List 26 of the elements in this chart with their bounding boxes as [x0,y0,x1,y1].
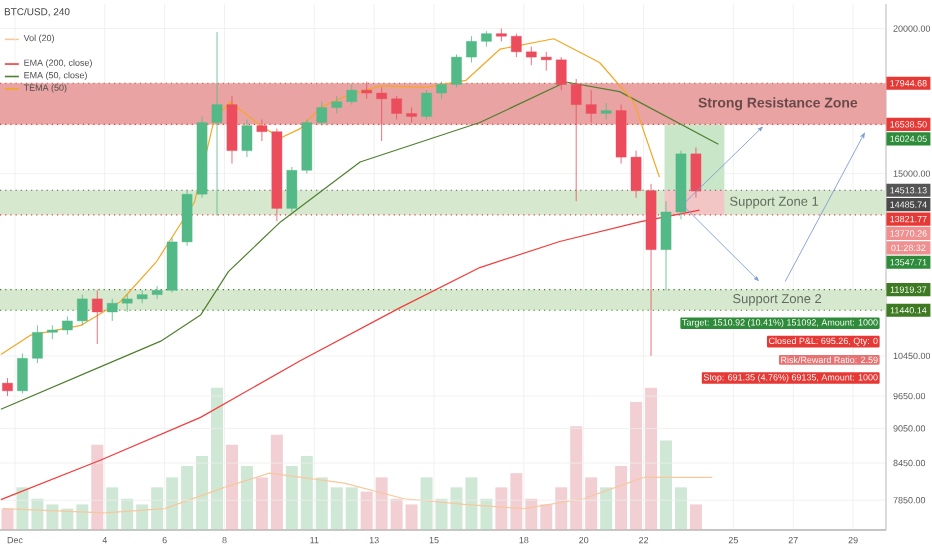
candlestick [241,119,253,158]
candlestick [47,325,58,340]
candlestick [346,84,357,106]
bar [689,504,702,530]
candlestick [62,316,73,336]
candlestick [406,107,417,123]
candlestick [690,147,702,199]
candlestick [17,353,28,394]
candlestick [511,33,522,58]
candlestick [32,325,43,364]
candlestick [376,86,387,142]
line-series [0,38,661,356]
candlestick [600,102,612,120]
candlestick [466,35,477,63]
candlestick [361,81,372,100]
candlestick [451,54,462,88]
bar [225,444,238,530]
candlestick [226,95,238,165]
bar [600,487,613,530]
candlestick [421,89,432,120]
candlestick [92,289,103,345]
candlestick [526,46,537,66]
bar [91,444,104,530]
candlestick [391,95,402,120]
candlestick [77,294,88,326]
bar [240,466,253,530]
